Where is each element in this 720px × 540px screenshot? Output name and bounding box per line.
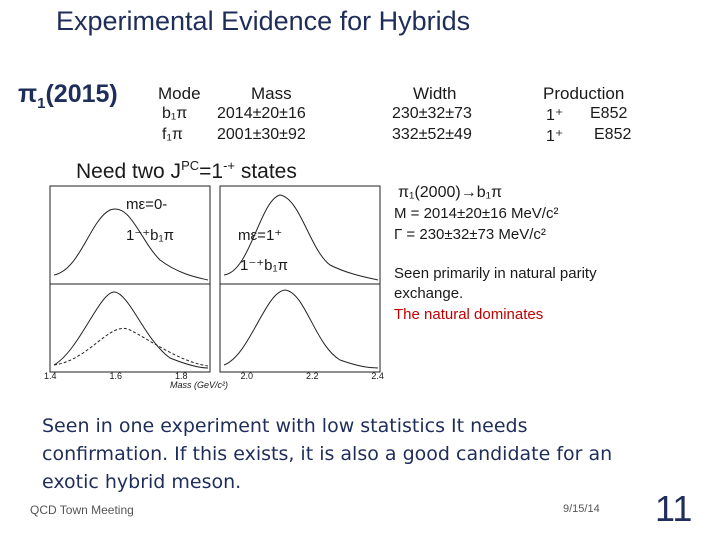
text: PC — [181, 158, 200, 173]
text: =1 — [199, 160, 224, 183]
header-cell: Mass — [251, 84, 292, 103]
body-text: Seen in one experiment with low statisti… — [42, 415, 613, 493]
curve — [223, 289, 379, 369]
frame — [49, 283, 211, 373]
footer-date: 9/15/14 — [563, 503, 600, 515]
text: (2015) — [45, 80, 118, 108]
curve — [53, 208, 209, 281]
x-ticks: 1.4 1.6 1.8 2.0 2.2 2.4 — [44, 371, 384, 381]
curve — [53, 291, 209, 369]
text: Need two J — [76, 160, 182, 183]
title: Experimental Evidence for Hybrids — [56, 6, 471, 36]
plot-label: mε=1⁺ — [238, 227, 283, 244]
curve — [223, 194, 379, 281]
tick: 2.0 — [240, 371, 253, 381]
text: 1 — [37, 95, 46, 112]
cell: 2014±20±16 — [217, 105, 306, 122]
plot-frames — [49, 185, 381, 373]
cell: 2001±30±92 — [217, 126, 306, 143]
page-number: 11 — [655, 488, 693, 529]
cell: E852 — [594, 126, 632, 143]
curve — [53, 327, 209, 367]
frame — [219, 283, 381, 373]
cell: f₁π — [162, 126, 183, 143]
text: -+ — [223, 158, 235, 173]
note: Seen primarily in natural parity exchang… — [394, 265, 597, 302]
cell: b₁π — [162, 105, 188, 122]
plot-label: 1⁻⁺b₁π — [240, 257, 288, 274]
header-cell: Width — [413, 84, 457, 103]
tick: 1.6 — [109, 371, 122, 381]
decay: π₁(2000)→b₁π — [398, 184, 503, 201]
width: Γ = 230±32±73 MeV/c² — [394, 226, 546, 243]
need-text: Need two JPC=1-+ states — [76, 158, 297, 184]
tick: 2.4 — [371, 371, 384, 381]
header-cell: Production — [543, 84, 625, 103]
tick: 1.8 — [174, 371, 188, 381]
cell: 332±52±49 — [392, 126, 472, 143]
text: states — [235, 160, 297, 183]
highlight: The natural dominates — [394, 306, 544, 323]
plot-image — [49, 185, 381, 373]
cell: 1⁺ — [546, 107, 564, 124]
cell: E852 — [590, 105, 628, 122]
plot-label: mε=0- — [126, 196, 168, 213]
mass: M = 2014±20±16 MeV/c² — [394, 205, 559, 222]
cell: 230±32±73 — [392, 105, 472, 122]
plot-label: 1⁻⁺b₁π — [126, 227, 174, 244]
cell: 1⁺ — [546, 128, 564, 145]
text: π — [18, 80, 38, 108]
tick: 2.2 — [305, 371, 319, 381]
state-label: π1(2015) — [18, 80, 118, 112]
tick: 1.4 — [44, 371, 57, 381]
x-label: Mass (GeV/c²) — [170, 380, 229, 390]
footer-left: QCD Town Meeting — [30, 503, 134, 517]
header-cell: Mode — [158, 84, 201, 103]
